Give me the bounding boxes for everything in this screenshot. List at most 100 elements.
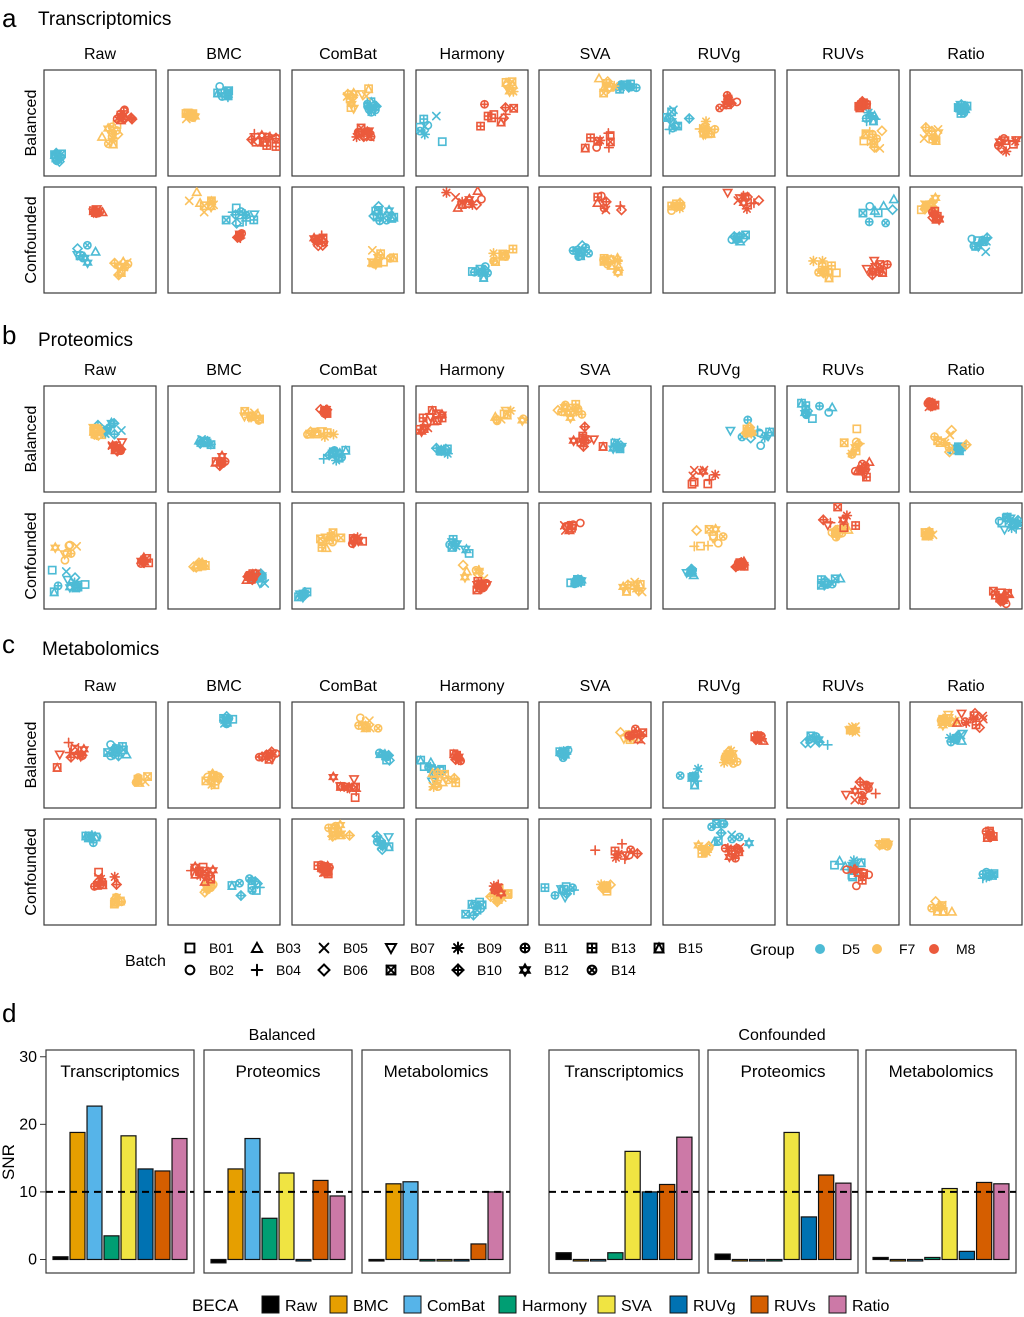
scatter-facet-ratio-balanced (909, 701, 1023, 809)
square-icon (47, 565, 57, 575)
square-plus-icon (599, 253, 609, 263)
circle-icon (851, 881, 861, 891)
square-icon (416, 122, 425, 132)
facet-frame (662, 701, 776, 809)
star-of-david-icon (568, 434, 579, 447)
beca-legend: BECA Raw BMC ComBat Harmony SVA RUVg RUVs Ratio (192, 1295, 889, 1315)
square-plus-icon (451, 778, 461, 788)
diamond-plus-icon (800, 407, 812, 419)
star-of-david-icon (738, 196, 749, 210)
circle-plus-icon (732, 757, 742, 767)
legend-label-harmony: Harmony (522, 1298, 587, 1315)
asterisk-icon (759, 432, 771, 443)
circle-icon (713, 538, 723, 548)
star-of-david-icon (937, 719, 949, 732)
plus-icon (105, 422, 116, 433)
facet-points (830, 838, 894, 891)
triangle-down-icon (858, 470, 870, 481)
plus-icon (63, 737, 74, 748)
triangle-icon (633, 733, 645, 744)
facet-points (919, 98, 1022, 157)
diamond-icon (71, 242, 84, 255)
circle-icon (718, 819, 727, 828)
facet-points (923, 397, 972, 458)
circle-icon (333, 826, 343, 836)
diamond-icon (136, 555, 149, 567)
triangle-icon (688, 569, 700, 580)
square-cross-icon (385, 964, 397, 976)
square-cross-icon (845, 725, 855, 735)
square-plus-icon (262, 141, 272, 150)
cross-icon (367, 245, 377, 255)
diamond-plus-icon (343, 829, 356, 842)
square-triangle-icon (868, 115, 879, 126)
facet-points (816, 503, 861, 591)
asterisk-icon (101, 423, 113, 435)
facet-title: Transcriptomics (564, 1062, 683, 1081)
square-icon (350, 793, 360, 803)
star-of-david-icon (1012, 517, 1022, 531)
facet-points (416, 76, 519, 147)
square-icon (673, 121, 683, 131)
column-label-harmony: Harmony (440, 362, 505, 379)
asterisk-icon (325, 531, 337, 542)
bar-combat (402, 1181, 419, 1261)
cross-icon (451, 192, 461, 202)
legend-swatch-combat (403, 1295, 422, 1314)
bar-bmc (572, 1258, 590, 1262)
facet-frame (909, 69, 1023, 177)
legend-label-ruvs: RUVs (774, 1298, 816, 1315)
facet-points (87, 416, 128, 457)
scatter-facet-ruvg-confounded (662, 502, 776, 610)
circle-plus-icon (480, 99, 489, 109)
triangle-down-icon (999, 525, 1011, 536)
square-cross-icon (368, 258, 378, 268)
triangle-icon (834, 572, 846, 583)
bar-combat (244, 1137, 261, 1261)
circle-cross-icon (715, 103, 725, 113)
facet-points (342, 83, 382, 143)
triangle-icon (684, 565, 696, 576)
bar-facet-confounded-metabolomics: Metabolomics (865, 1049, 1017, 1274)
square-triangle-icon (580, 142, 591, 153)
diamond-icon (664, 113, 676, 125)
legend-label-b12: B12 (544, 962, 569, 978)
circle-icon (842, 865, 852, 875)
row-label-confounded: Confounded (23, 828, 40, 915)
bar-sva (624, 1150, 641, 1261)
circle-cross-icon (857, 459, 867, 469)
facet-points (796, 397, 875, 482)
asterisk-icon (473, 578, 484, 590)
scatter-facet-raw-balanced (43, 385, 157, 493)
triangle-icon (199, 876, 211, 886)
scatter-legend: Batch B01 B02 B03 B04 B05 B06 B07 B08 B09 B10 B11 B1… (125, 940, 976, 978)
square-icon (605, 131, 615, 141)
square-plus-icon (851, 446, 861, 456)
asterisk-icon (245, 411, 257, 423)
facet-frame (909, 818, 1023, 926)
square-icon (916, 205, 926, 215)
bar-sva (278, 1172, 295, 1261)
diamond-icon (614, 726, 627, 738)
bar-ruvg (295, 1258, 312, 1262)
diamond-icon (251, 877, 264, 890)
circle-cross-icon (483, 268, 492, 278)
square-icon (198, 862, 208, 872)
diamond-plus-icon (235, 889, 247, 902)
square-triangle-icon (227, 880, 237, 890)
panel-letter-b: b (2, 320, 16, 350)
circle-cross-icon (827, 579, 837, 589)
scatter-facet-ratio-confounded (909, 818, 1023, 926)
diamond-plus-icon (112, 269, 125, 281)
triangle-icon (374, 748, 387, 759)
facet-frame (538, 385, 652, 493)
square-icon (437, 137, 447, 147)
square-icon (602, 886, 612, 896)
legend-label-b10: B10 (477, 962, 502, 978)
square-plus-icon (701, 846, 710, 856)
bar-combat (906, 1258, 924, 1262)
asterisk-icon (1000, 146, 1012, 157)
legend-label-sva: SVA (621, 1298, 652, 1315)
square-plus-icon (249, 215, 259, 225)
circle-cross-icon (112, 114, 122, 124)
